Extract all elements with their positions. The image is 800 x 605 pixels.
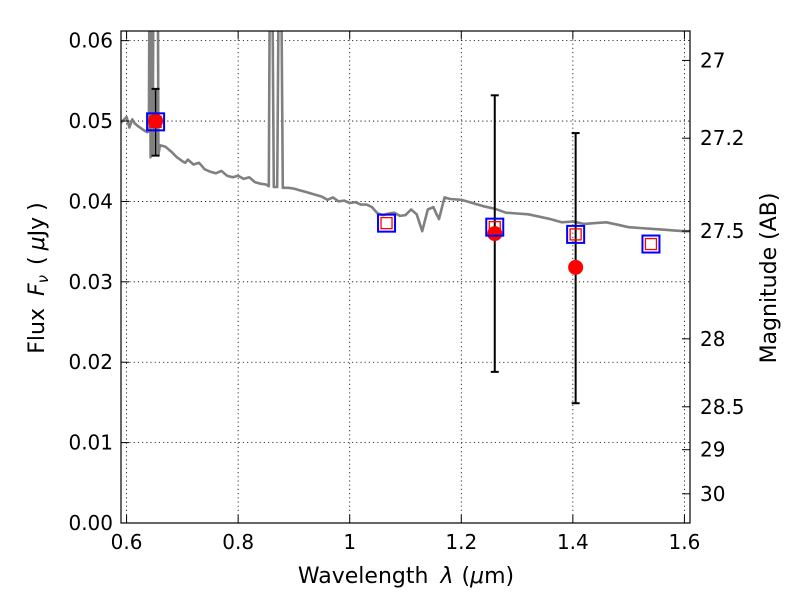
- y2-tick-label: 29: [700, 438, 725, 462]
- x-tick-label: 0.8: [222, 530, 254, 554]
- y-tick-label: 0.00: [68, 511, 113, 535]
- x-axis-ticks: 0.6 0.8 1 1.2 1.4 1.6: [111, 31, 701, 554]
- observed-marker: [568, 259, 584, 275]
- y2-axis-title: Magnitude (AB): [757, 193, 782, 364]
- x-tick-label: 0.6: [111, 530, 143, 554]
- model-flux-marker: [566, 224, 586, 244]
- y2-tick-label: 27.2: [700, 126, 745, 150]
- model-square-inner: [644, 237, 658, 251]
- model-flux-marker: [485, 217, 505, 237]
- y2-tick-label: 28: [700, 327, 725, 351]
- plot-data: [121, 31, 690, 405]
- observed-point: [568, 132, 584, 405]
- observed-marker: [148, 113, 164, 129]
- sed-model-line: [121, 31, 690, 233]
- model-flux-marker: [146, 112, 166, 132]
- y-tick-label: 0.02: [68, 350, 113, 374]
- y2-tick-label: 28.5: [700, 395, 745, 419]
- plot-area: [121, 31, 690, 405]
- model-square-inner: [569, 228, 582, 241]
- x-axis-title: Wavelength λ (μm): [298, 564, 514, 589]
- model-square-inner: [380, 216, 393, 230]
- model-square-outer: [377, 213, 397, 233]
- y2-tick-label: 27: [700, 48, 725, 72]
- model-square-outer: [485, 217, 505, 237]
- model-square-outer: [641, 234, 661, 254]
- y-axis-title: FluxFν(μJy): [25, 202, 52, 353]
- model-square-inner: [488, 221, 501, 234]
- y-axis-ticks: 0.00 0.01 0.02 0.03 0.04 0.05 0.06: [68, 29, 129, 535]
- plot-frame: [120, 30, 691, 524]
- y-tick-label: 0.03: [68, 270, 113, 294]
- y-tick-label: 0.06: [68, 29, 113, 53]
- observed-point: [148, 87, 164, 157]
- y-tick-label: 0.04: [68, 189, 113, 213]
- x-tick-label: 1.6: [669, 530, 701, 554]
- observed-point: [487, 94, 503, 373]
- x-tick-label: 1.4: [557, 530, 589, 554]
- model-flux-marker: [641, 234, 661, 254]
- model-square-outer: [146, 112, 166, 132]
- model-flux-marker: [377, 213, 397, 233]
- model-square-outer: [566, 224, 586, 244]
- observed-marker: [487, 226, 503, 242]
- y2-axis-ticks: 27 27.2 27.5 28 28.5 29 30: [682, 48, 745, 506]
- y2-tick-label: 30: [700, 482, 725, 506]
- y-tick-label: 0.01: [68, 431, 113, 455]
- x-tick-label: 1: [343, 530, 356, 554]
- y-tick-label: 0.05: [68, 109, 113, 133]
- model-square-inner: [149, 115, 162, 128]
- y2-tick-label: 27.5: [700, 219, 745, 243]
- x-tick-label: 1.2: [445, 530, 477, 554]
